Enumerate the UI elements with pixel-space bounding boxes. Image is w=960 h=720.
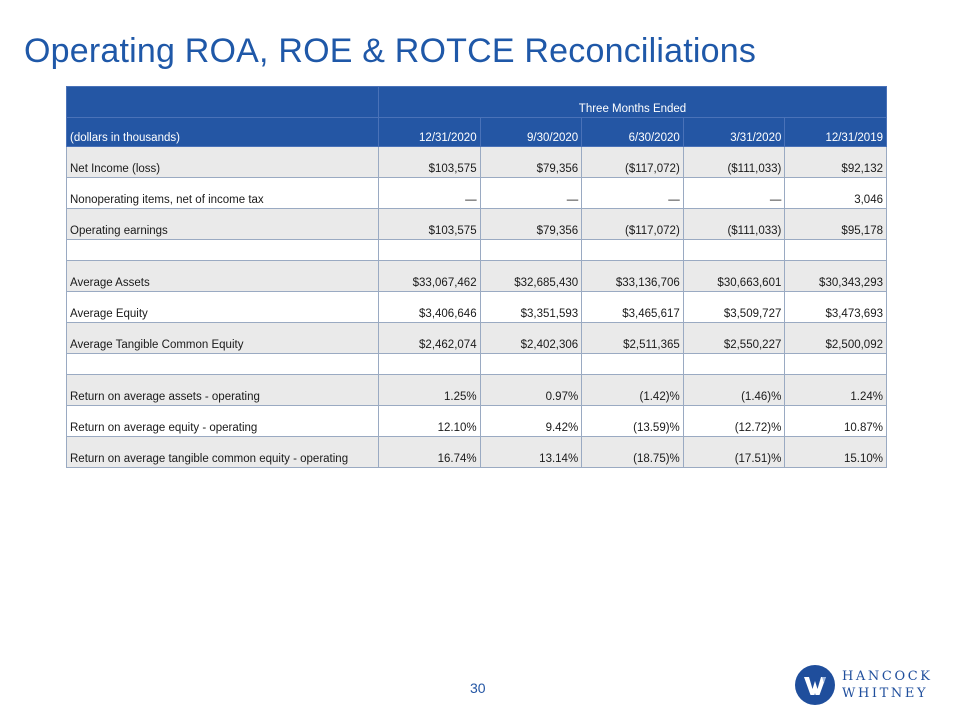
row-value (378, 239, 481, 261)
row-value: $3,406,646 (378, 291, 481, 323)
row-value: $30,663,601 (682, 260, 786, 292)
table-row: Average Equity $3,406,646 $3,351,593 $3,465… (66, 291, 887, 323)
row-value (378, 353, 481, 375)
table-row: Return on average equity - operating 12.1… (66, 405, 887, 437)
row-value: (1.42)% (581, 374, 684, 406)
row-value (784, 239, 887, 261)
row-value: — (479, 177, 583, 209)
row-label: Average Equity (66, 291, 379, 323)
dollars-in-thousands-header: (dollars in thousands) (66, 117, 379, 147)
row-value: ($117,072) (581, 146, 684, 178)
row-value: $95,178 (784, 208, 887, 240)
row-value: (13.59)% (581, 405, 684, 437)
row-label: Nonoperating items, net of income tax (66, 177, 379, 209)
table-row: Average Assets $33,067,462 $32,685,430 $33,… (66, 260, 887, 292)
row-value: 1.25% (378, 374, 481, 406)
row-value: 10.87% (784, 405, 887, 437)
row-value: $103,575 (378, 208, 481, 240)
row-value: $103,575 (378, 146, 481, 178)
row-value: $2,402,306 (479, 322, 583, 354)
row-value: 9.42% (479, 405, 583, 437)
row-value (581, 239, 684, 261)
row-value: $3,465,617 (581, 291, 684, 323)
row-value: $3,509,727 (682, 291, 786, 323)
three-months-ended-header: Three Months Ended (378, 86, 887, 118)
table-row: Average Tangible Common Equity $2,462,074… (66, 322, 887, 354)
row-value: $3,473,693 (784, 291, 887, 323)
row-value: ($117,072) (581, 208, 684, 240)
logo-line-1: HANCOCK (842, 669, 933, 684)
column-header: 9/30/2020 (479, 117, 583, 147)
row-value (479, 353, 583, 375)
row-value: $2,511,365 (581, 322, 684, 354)
row-value (784, 353, 887, 375)
row-value: 16.74% (378, 436, 481, 468)
column-header: 3/31/2020 (682, 117, 786, 147)
row-label: Return on average assets - operating (66, 374, 379, 406)
row-value: 1.24% (784, 374, 887, 406)
row-label: Return on average equity - operating (66, 405, 379, 437)
table-header-columns-row: (dollars in thousands) 12/31/2020 9/30/2… (66, 117, 887, 147)
row-label: Operating earnings (66, 208, 379, 240)
row-value: (18.75)% (581, 436, 684, 468)
row-value: $33,136,706 (581, 260, 684, 292)
row-value: 15.10% (784, 436, 887, 468)
row-label: Average Assets (66, 260, 379, 292)
row-value: $79,356 (479, 208, 583, 240)
spacer-row (66, 353, 887, 375)
table-row: Nonoperating items, net of income tax — — —… (66, 177, 887, 209)
logo-line-2: WHITNEY (842, 686, 929, 701)
row-label: Return on average tangible common equity… (66, 436, 379, 468)
row-value: 3,046 (784, 177, 887, 209)
table-row: Operating earnings $103,575 $79,356 ($117,0… (66, 208, 887, 240)
row-value: 13.14% (479, 436, 583, 468)
row-value: (1.46)% (682, 374, 786, 406)
row-label: Net Income (loss) (66, 146, 379, 178)
table-row: Net Income (loss) $103,575 $79,356 ($117,07… (66, 146, 887, 178)
row-value (479, 239, 583, 261)
row-value: $92,132 (784, 146, 887, 178)
header-empty-cell (66, 86, 379, 118)
row-value: $2,500,092 (784, 322, 887, 354)
hancock-whitney-logo: HANCOCK WHITNEY (795, 665, 935, 707)
column-header: 12/31/2020 (378, 117, 481, 147)
row-value: 12.10% (378, 405, 481, 437)
logo-mark-icon (795, 665, 835, 705)
row-value (682, 353, 786, 375)
row-value: $2,462,074 (378, 322, 481, 354)
row-value: — (378, 177, 481, 209)
row-label: Average Tangible Common Equity (66, 322, 379, 354)
page-number: 30 (470, 680, 486, 696)
table-row: Return on average assets - operating 1.25… (66, 374, 887, 406)
row-value: $30,343,293 (784, 260, 887, 292)
row-value (682, 239, 786, 261)
row-value: (12.72)% (682, 405, 786, 437)
row-label (66, 239, 379, 261)
slide-title: Operating ROA, ROE & ROTCE Reconciliatio… (24, 32, 757, 70)
row-value: — (682, 177, 786, 209)
column-header: 12/31/2019 (784, 117, 887, 147)
row-label (66, 353, 379, 375)
row-value: (17.51)% (682, 436, 786, 468)
row-value (581, 353, 684, 375)
column-header: 6/30/2020 (581, 117, 684, 147)
row-value: $33,067,462 (378, 260, 481, 292)
row-value: ($111,033) (682, 146, 786, 178)
row-value: 0.97% (479, 374, 583, 406)
logo-wordmark: HANCOCK WHITNEY (842, 668, 933, 702)
reconciliation-table: Three Months Ended (dollars in thousands… (66, 86, 887, 468)
row-value: ($111,033) (682, 208, 786, 240)
table-header-span-row: Three Months Ended (66, 86, 887, 118)
table-row: Return on average tangible common equity… (66, 436, 887, 468)
row-value: $79,356 (479, 146, 583, 178)
row-value: $32,685,430 (479, 260, 583, 292)
spacer-row (66, 239, 887, 261)
row-value: $2,550,227 (682, 322, 786, 354)
row-value: $3,351,593 (479, 291, 583, 323)
row-value: — (581, 177, 684, 209)
